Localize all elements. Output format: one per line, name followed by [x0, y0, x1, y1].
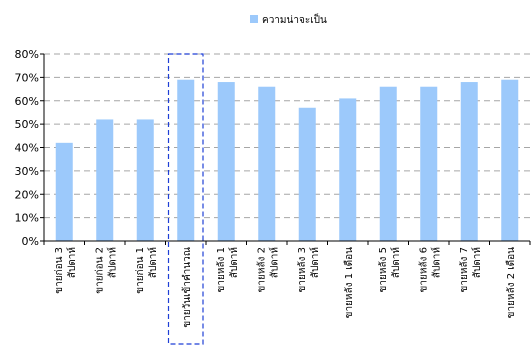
- x-tick-label-line: สัปดาห์: [106, 247, 118, 278]
- x-tick-label-line: สัปดาห์: [268, 247, 280, 278]
- x-tick-label-line: ขายหลัง 2 เดือน: [505, 247, 517, 319]
- x-tick-label: ขายหลัง 7 สัปดาห์: [459, 247, 483, 292]
- x-tick-label-line: สัปดาห์: [228, 247, 240, 278]
- x-tick-label-line: ขายหลัง 6: [418, 247, 429, 292]
- bar: [420, 86, 438, 241]
- highlight-box: [167, 53, 204, 345]
- x-tick-label-line: สัปดาห์: [430, 247, 442, 278]
- x-tick-label-line: สัปดาห์: [309, 247, 321, 278]
- x-tick-label: ขายหลัง 6 สัปดาห์: [418, 247, 442, 292]
- x-tick-label-line: ขายก่อน 3: [54, 247, 65, 294]
- x-tick-label-line: ขายหลัง 2: [256, 247, 267, 292]
- x-tick-label-line: สัปดาห์: [390, 247, 402, 278]
- x-tick-label: ขายหลัง 1 สัปดาห์: [216, 247, 240, 292]
- y-tick-label: 20%: [15, 188, 39, 201]
- x-tick-label: ขายหลัง 3 สัปดาห์: [297, 247, 321, 292]
- bar: [136, 119, 154, 241]
- legend-label: ความน่าจะเป็น: [262, 12, 327, 26]
- bar: [96, 119, 114, 241]
- bar: [177, 79, 195, 242]
- x-tick-label-line: สัปดาห์: [471, 247, 483, 278]
- bar: [339, 98, 357, 241]
- gridlines: [44, 53, 530, 219]
- x-tick-label: ขายก่อน 2 สัปดาห์: [94, 247, 118, 294]
- x-tick-label: ขายก่อน 3 สัปดาห์: [54, 247, 78, 294]
- y-axis-ticks: 0% 10% 20% 30% 40% 50% 60% 70% 80%: [15, 48, 39, 248]
- x-tick-label-line: ขายหลัง 3: [297, 247, 308, 292]
- x-tick-label-line: ขายวันเข้าคำนวณ: [181, 247, 193, 328]
- x-tick-label: ขายก่อน 1 สัปดาห์: [135, 247, 159, 294]
- x-tick-label: ขายหลัง 1 เดือน: [343, 247, 355, 319]
- y-tick-label: 0%: [22, 235, 39, 248]
- x-tick-label: ขายหลัง 5 สัปดาห์: [378, 247, 402, 292]
- bar: [217, 82, 235, 241]
- x-tick-label: ขายหลัง 2 สัปดาห์: [256, 247, 280, 292]
- x-tick-label-line: ขายก่อน 1: [135, 247, 146, 294]
- y-tick-label: 40%: [15, 142, 39, 155]
- bars: [55, 79, 519, 242]
- bar: [298, 107, 316, 241]
- axes: [40, 53, 531, 245]
- legend-swatch: [250, 15, 258, 23]
- x-tick-label-line: สัปดาห์: [147, 247, 159, 278]
- bar: [258, 86, 276, 241]
- x-tick-label-line: ขายก่อน 2: [94, 247, 105, 294]
- x-tick-label-line: ขายหลัง 1 เดือน: [343, 247, 355, 319]
- legend: ความน่าจะเป็น: [250, 12, 327, 26]
- x-tick-label-line: ขายหลัง 5: [378, 247, 389, 292]
- y-tick-label: 80%: [15, 48, 39, 61]
- bar: [501, 79, 519, 242]
- x-axis-labels: ขายก่อน 3 สัปดาห์ ขายก่อน 2 สัปดาห์ ขายก่อน …: [54, 247, 517, 328]
- bar: [55, 142, 73, 241]
- y-tick-label: 10%: [15, 212, 39, 225]
- y-tick-label: 70%: [15, 71, 39, 84]
- y-tick-label: 30%: [15, 165, 39, 178]
- bar: [460, 82, 478, 241]
- x-tick-label: ขายวันเข้าคำนวณ: [181, 247, 193, 328]
- x-tick-label-line: ขายหลัง 7: [459, 247, 470, 292]
- bar: [379, 86, 397, 241]
- y-tick-label: 50%: [15, 118, 39, 131]
- x-tick-label: ขายหลัง 2 เดือน: [505, 247, 517, 319]
- highlight-rect: [167, 53, 204, 345]
- y-tick-label: 60%: [15, 95, 39, 108]
- x-tick-label-line: ขายหลัง 1: [216, 247, 227, 292]
- x-tick-label-line: สัปดาห์: [66, 247, 78, 278]
